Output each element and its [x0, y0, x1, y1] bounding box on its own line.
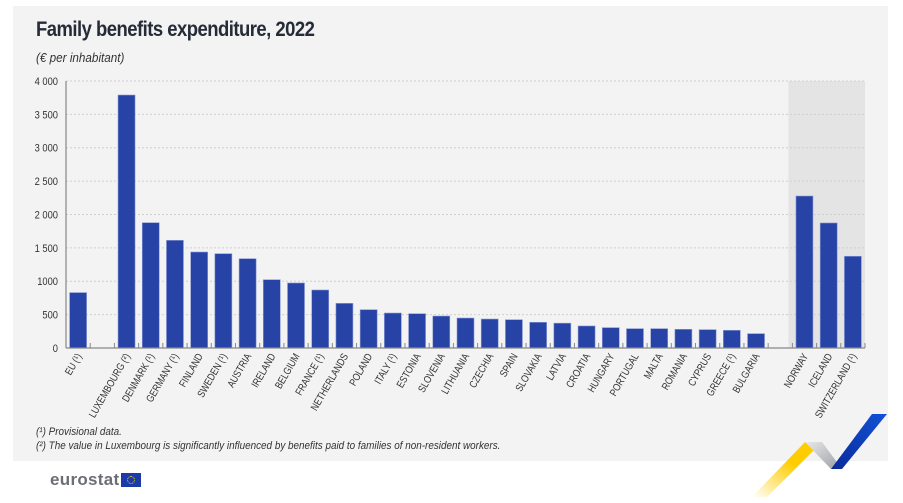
- footnotes: (¹) Provisional data. (²) The value in L…: [36, 425, 500, 453]
- y-tick-label: 1 500: [35, 243, 59, 255]
- logo-text: eurostat: [50, 470, 120, 489]
- y-tick-label: 3 500: [35, 110, 59, 122]
- y-tick-label: 2 000: [35, 210, 59, 222]
- chart-subtitle: (€ per inhabitant): [36, 50, 125, 65]
- y-tick-label: 4 000: [35, 76, 59, 88]
- y-tick-label: 3 000: [35, 143, 59, 155]
- eu-flag-icon: [121, 473, 142, 487]
- y-tick-label: 1000: [37, 277, 58, 289]
- footnote-luxembourg: (²) The value in Luxembourg is significa…: [36, 440, 501, 452]
- footnote-provisional: (¹) Provisional data.: [36, 426, 122, 438]
- y-tick-label: 500: [42, 310, 58, 322]
- y-tick-label: 0: [53, 343, 58, 355]
- ribbon-blue: [831, 414, 887, 469]
- ribbon-yellow: [752, 442, 822, 497]
- y-tick-label: 2 500: [35, 177, 59, 189]
- eurostat-logo: eurostat: [50, 470, 142, 490]
- ribbon-gray: [805, 442, 842, 469]
- chart-title: Family benefits expenditure, 2022: [36, 18, 315, 41]
